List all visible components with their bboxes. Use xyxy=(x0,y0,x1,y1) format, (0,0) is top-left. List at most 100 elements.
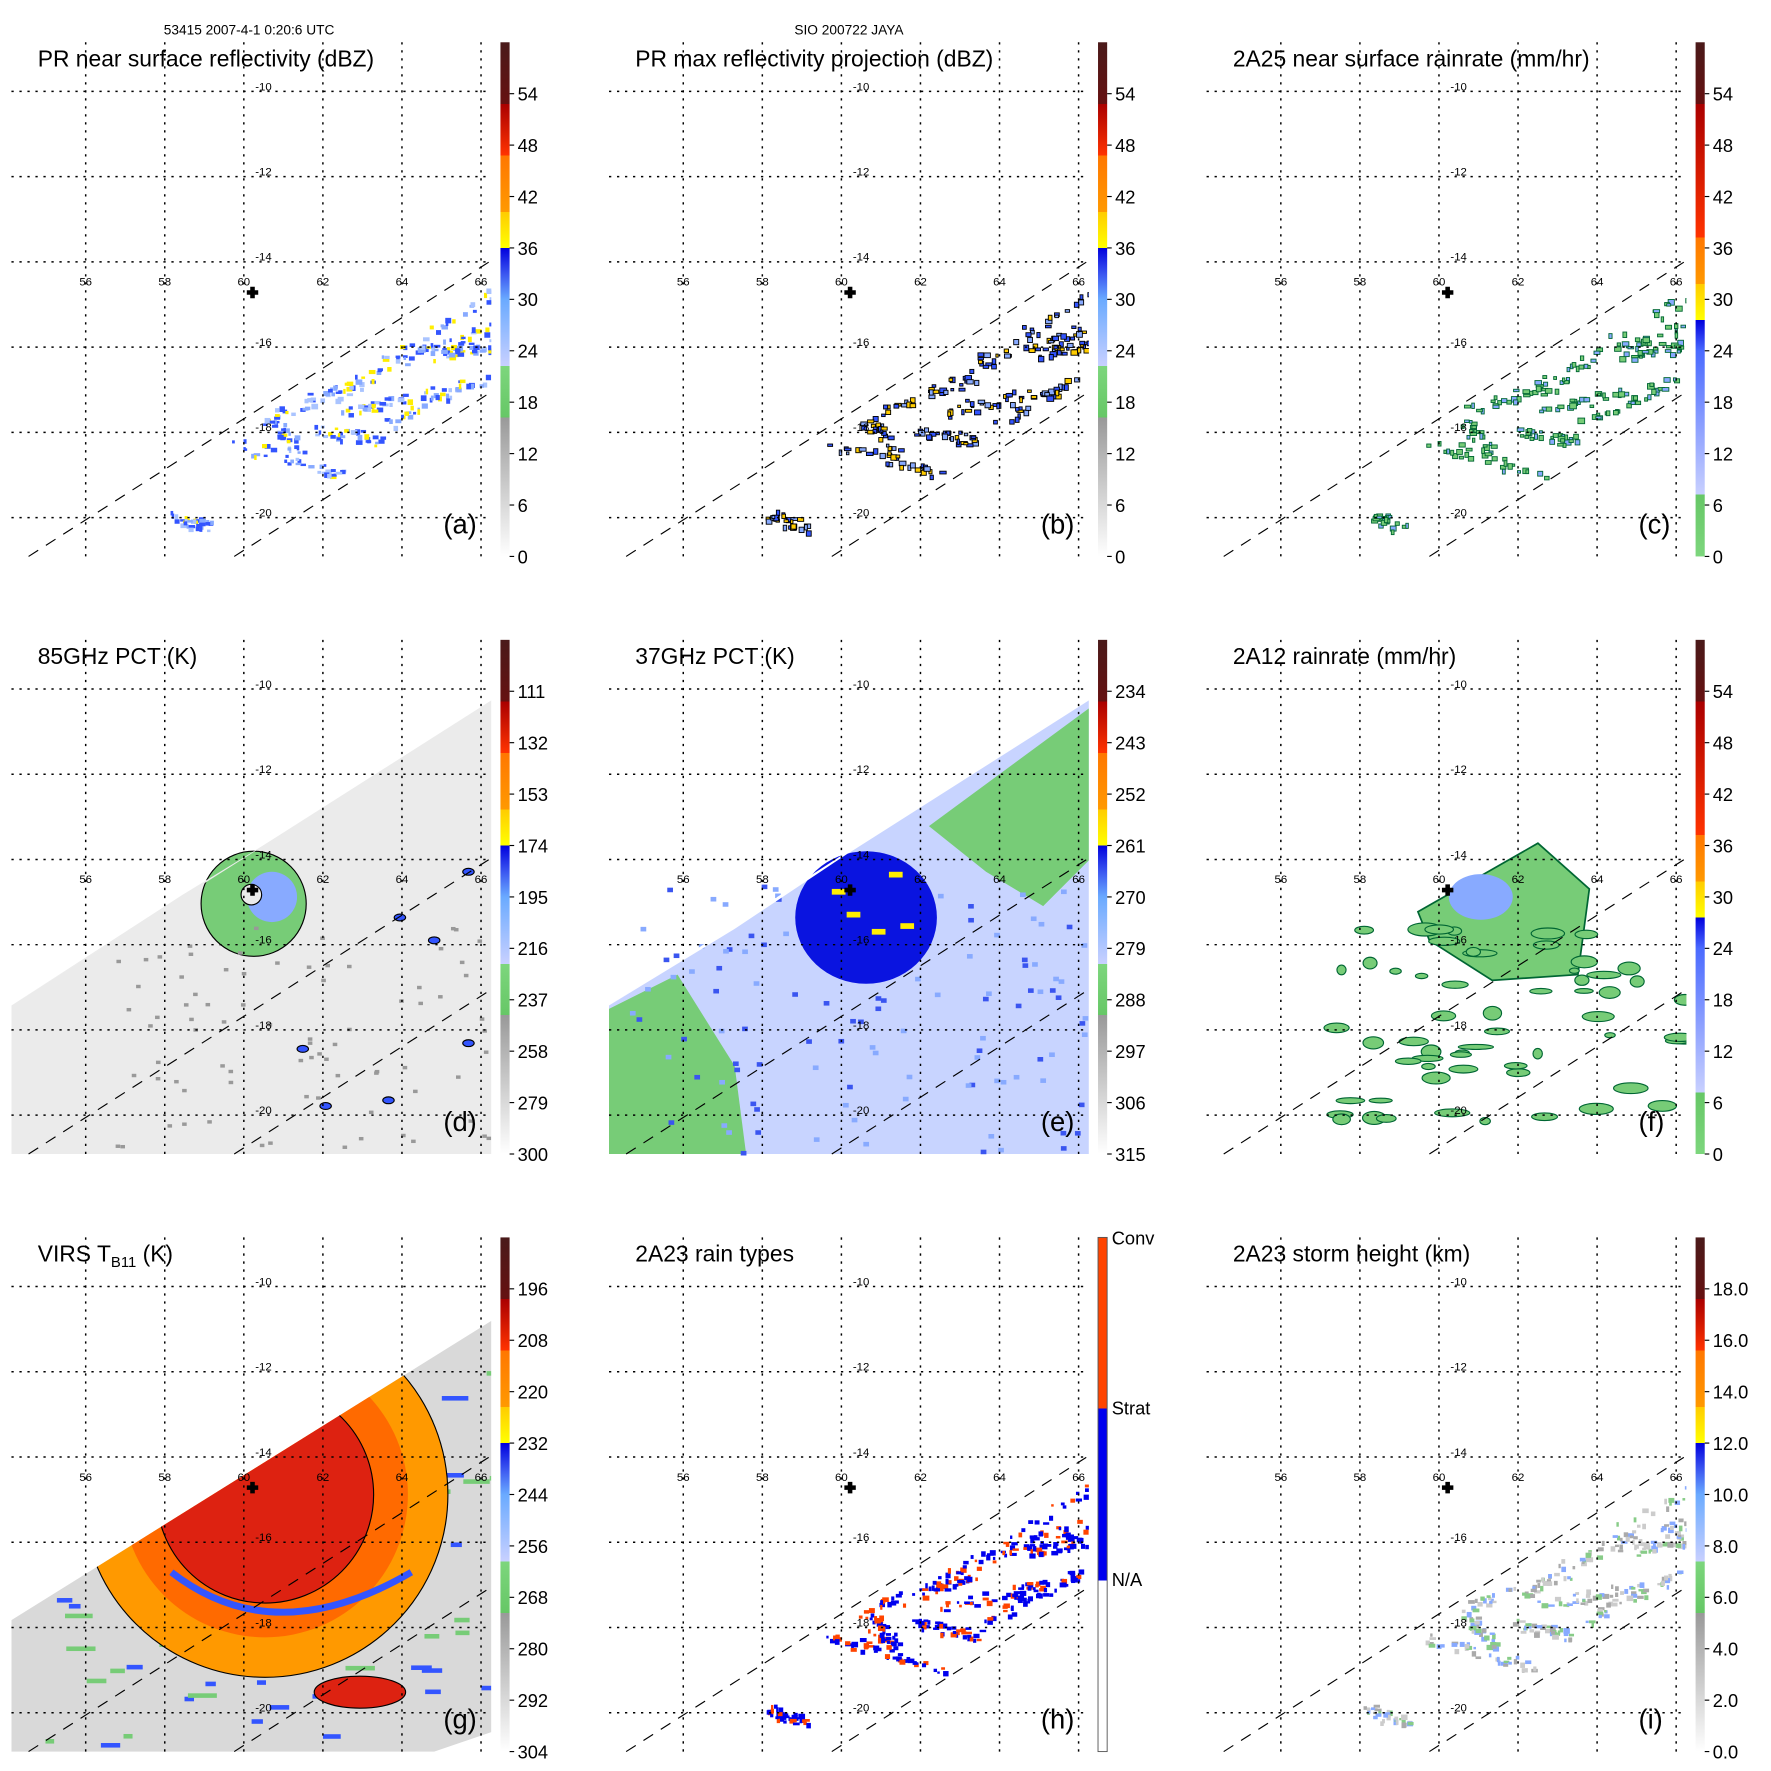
pct-pixel xyxy=(645,986,651,992)
storm-center-cross-icon xyxy=(246,1481,259,1494)
rain-pixel xyxy=(1040,1585,1046,1590)
rain-pixel xyxy=(1491,456,1498,462)
rain-pixel xyxy=(361,376,366,379)
colorbar-category-label: Strat xyxy=(1112,1398,1151,1419)
rain-pixel xyxy=(1042,1579,1048,1585)
rain-pixel xyxy=(1539,409,1545,414)
storm-center-cross-icon xyxy=(1441,286,1454,299)
rain-pixel xyxy=(1532,1586,1536,1591)
pct-pixel xyxy=(1019,892,1026,898)
rain-pixel xyxy=(1030,1549,1034,1554)
pct-pixel xyxy=(726,947,733,952)
rain-pixel xyxy=(1626,1595,1634,1602)
rain-pixel xyxy=(967,1634,972,1638)
rain-pixel xyxy=(887,451,892,456)
rain-pixel xyxy=(269,420,276,424)
rain-pixel xyxy=(1071,1536,1079,1540)
colorbar-tick-label: 208 xyxy=(518,1330,548,1351)
rain-pixel xyxy=(883,404,889,410)
rain-pixel xyxy=(1481,447,1486,454)
rain-pixel xyxy=(371,378,375,385)
rain-pixel xyxy=(454,348,461,352)
colorbar-tick-label: 30 xyxy=(1115,289,1135,310)
rain-pixel xyxy=(1633,1536,1638,1540)
rain-pixel xyxy=(1007,1614,1013,1620)
longitude-label: 58 xyxy=(158,277,171,289)
rain-cell xyxy=(1430,1010,1457,1022)
cloud-pixel xyxy=(454,1617,470,1623)
longitude-label: 64 xyxy=(993,277,1006,289)
rain-pixel xyxy=(1401,1714,1408,1721)
rain-pixel xyxy=(887,435,895,441)
rain-cell xyxy=(1362,956,1378,970)
latitude-label: -14 xyxy=(1450,849,1467,861)
rain-pixel xyxy=(1635,400,1642,406)
rain-pixel xyxy=(982,364,990,369)
pct-pixel xyxy=(668,1120,675,1125)
rain-pixel xyxy=(1058,1549,1063,1554)
rain-pixel xyxy=(1536,1579,1541,1583)
cold-pixel xyxy=(220,1064,225,1068)
rain-pixel xyxy=(1531,1623,1538,1628)
pct-pixel xyxy=(813,1137,820,1142)
rain-pixel xyxy=(952,1630,956,1635)
rain-pixel xyxy=(976,1566,982,1571)
rain-pixel xyxy=(368,403,373,408)
rain-pixel xyxy=(462,312,468,317)
rain-pixel xyxy=(1012,1548,1019,1551)
pct-pixel xyxy=(761,942,767,948)
rain-pixel xyxy=(1664,1575,1669,1581)
cold-pixel xyxy=(155,1076,161,1081)
rain-pixel xyxy=(1529,1629,1535,1633)
rain-pixel xyxy=(460,345,464,352)
cold-pixel xyxy=(411,1139,416,1144)
pct-pixel xyxy=(965,1083,972,1088)
rain-pixel xyxy=(868,1608,875,1614)
rain-cell xyxy=(1394,1057,1422,1065)
rain-pixel xyxy=(486,300,492,305)
rain-pixel xyxy=(795,1717,799,1721)
rain-pixel xyxy=(835,1634,840,1639)
rain-pixel xyxy=(933,1588,941,1592)
convective-cell xyxy=(296,1044,310,1053)
storm-center-cross-icon xyxy=(246,286,259,299)
latitude-label: -14 xyxy=(1450,1447,1467,1459)
rain-pixel xyxy=(371,403,376,409)
pct-pixel xyxy=(842,1102,849,1108)
rain-pixel xyxy=(870,1613,875,1618)
rain-pixel xyxy=(264,417,271,424)
cold-pixel xyxy=(189,1017,194,1022)
rain-pixel xyxy=(950,1632,957,1637)
rain-pixel xyxy=(409,343,416,348)
rain-pixels xyxy=(765,292,1098,537)
swath-edge-line xyxy=(1223,260,1687,557)
rain-pixel xyxy=(364,407,371,412)
rain-pixel xyxy=(879,1632,884,1638)
rain-pixel xyxy=(376,370,382,375)
rain-pixel xyxy=(946,1626,952,1631)
rain-pixel xyxy=(449,350,453,354)
rain-pixel xyxy=(410,405,414,411)
rain-pixel xyxy=(1010,1535,1013,1539)
rain-pixel xyxy=(960,1628,966,1633)
map-area xyxy=(1223,1455,1687,1753)
cold-pixel xyxy=(120,1144,125,1149)
cloud-pixel xyxy=(202,1466,216,1471)
longitude-label: 64 xyxy=(1591,1472,1604,1484)
rain-pixel xyxy=(1674,332,1679,339)
rain-pixel xyxy=(1507,1656,1512,1660)
latitude-label: -14 xyxy=(255,849,272,861)
cloud-pixel xyxy=(277,1428,308,1434)
colorbar-tick-label: 0.0 xyxy=(1713,1741,1738,1762)
map-area xyxy=(625,260,1098,557)
cloud-pixel xyxy=(441,1473,464,1478)
longitude-label: 62 xyxy=(914,277,927,289)
rain-pixel xyxy=(1094,343,1098,346)
colorbar-category-label: Conv xyxy=(1112,1227,1156,1248)
rain-pixel xyxy=(803,1721,807,1726)
rain-pixel xyxy=(879,1615,885,1622)
rain-pixel xyxy=(315,433,320,437)
latitude-label: -18 xyxy=(853,1617,870,1629)
rain-pixel xyxy=(1428,1643,1436,1648)
